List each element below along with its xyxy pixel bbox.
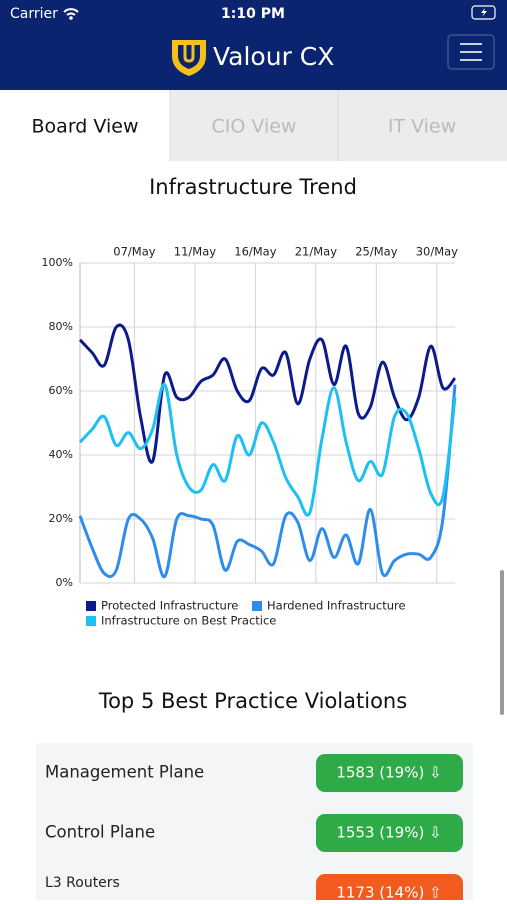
badge <box>316 874 463 904</box>
menu-button[interactable] <box>447 34 495 70</box>
tab[interactable]: Board View <box>32 116 139 138</box>
battery <box>471 5 496 20</box>
y-tick-label: 100% <box>42 256 73 269</box>
wifi-dot <box>69 16 73 20</box>
x-tick-label: 30/May <box>416 245 458 259</box>
legend-swatch <box>86 616 96 626</box>
bolt <box>481 8 487 17</box>
line-series <box>78 323 457 464</box>
y-tick-label: 80% <box>49 320 73 333</box>
row-label: Management Plane <box>45 763 204 782</box>
legend-label: Hardened Infrastructure <box>267 599 406 613</box>
legend-swatch <box>86 601 96 611</box>
chart: 0% 20% 40% 60% 80% 100% 07/May 11/May 16/May 21/M… <box>42 245 459 628</box>
carrier: Carrier <box>10 6 58 22</box>
legend-label: Protected Infrastructure <box>101 599 238 613</box>
legend-swatch <box>252 601 262 611</box>
y-tick-label: 40% <box>49 448 73 461</box>
row-label: L3 Routers <box>45 875 120 891</box>
row-label: Control Plane <box>45 823 155 842</box>
legend-label: Infrastructure on Best Practice <box>101 614 276 628</box>
badge <box>316 814 463 852</box>
wifi-icon <box>63 8 79 16</box>
violations-list: Management Plane 1583 (19%) ⇩ Control Plan… <box>45 754 463 904</box>
tab-active[interactable] <box>0 90 170 161</box>
x-tick-label: 21/May <box>295 245 337 259</box>
section-title: Top 5 Best Practice Violations <box>98 689 407 713</box>
tab[interactable]: CIO View <box>212 116 297 138</box>
x-tick-label: 07/May <box>113 245 155 259</box>
badge-text: 1173 (14%) ⇧ <box>336 884 441 901</box>
x-tick-label: 25/May <box>355 245 397 259</box>
brand: Valour CX <box>213 42 334 71</box>
time: 1:10 PM <box>221 6 285 22</box>
header-bg <box>0 0 507 90</box>
x-tick-label: 11/May <box>174 245 216 259</box>
menu-icon <box>460 43 482 61</box>
badge <box>316 754 463 792</box>
scrollbar <box>500 570 504 715</box>
tab[interactable]: IT View <box>388 116 456 138</box>
x-tick-label: 16/May <box>234 245 276 259</box>
line-series <box>78 383 457 517</box>
line-series <box>78 384 457 579</box>
y-tick-label: 20% <box>49 512 73 525</box>
y-tick-label: 0% <box>56 576 73 589</box>
badge-text: 1553 (19%) ⇩ <box>336 824 441 842</box>
badge-text: 1583 (19%) ⇩ <box>336 764 441 782</box>
logo-u <box>183 45 195 63</box>
y-tick-label: 60% <box>49 384 73 397</box>
chart-title: Infrastructure Trend <box>149 175 357 199</box>
